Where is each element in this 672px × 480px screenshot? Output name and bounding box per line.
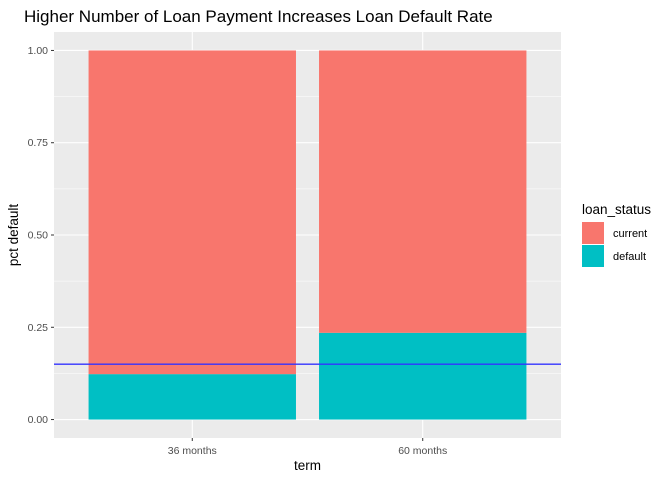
y-tick-label: 0.75 [28, 137, 49, 149]
chart-title: Higher Number of Loan Payment Increases … [24, 7, 493, 26]
y-tick-label: 1.00 [28, 45, 49, 57]
legend-key-current [582, 222, 604, 244]
y-axis-title: pct default [6, 204, 21, 267]
x-tick-label: 36 months [168, 445, 217, 457]
bar-default [88, 374, 296, 420]
legend-label-current: current [613, 228, 647, 240]
legend-key-default [582, 245, 604, 267]
x-axis-ticks: 36 months 60 months [168, 438, 447, 457]
y-axis-ticks: 0.00 0.25 0.50 0.75 1.00 [28, 45, 54, 426]
y-tick-label: 0.00 [28, 414, 49, 426]
legend-title: loan_status [582, 202, 651, 217]
y-tick-label: 0.50 [28, 230, 49, 242]
bar-current [319, 50, 527, 333]
x-tick-label: 60 months [398, 445, 447, 457]
legend-label-default: default [613, 251, 646, 263]
y-tick-label: 0.25 [28, 322, 49, 334]
x-axis-title: term [294, 458, 321, 473]
bar-current [88, 50, 296, 375]
legend: loan_status current default [582, 202, 651, 267]
bars [88, 50, 527, 420]
bar-default [319, 332, 527, 420]
